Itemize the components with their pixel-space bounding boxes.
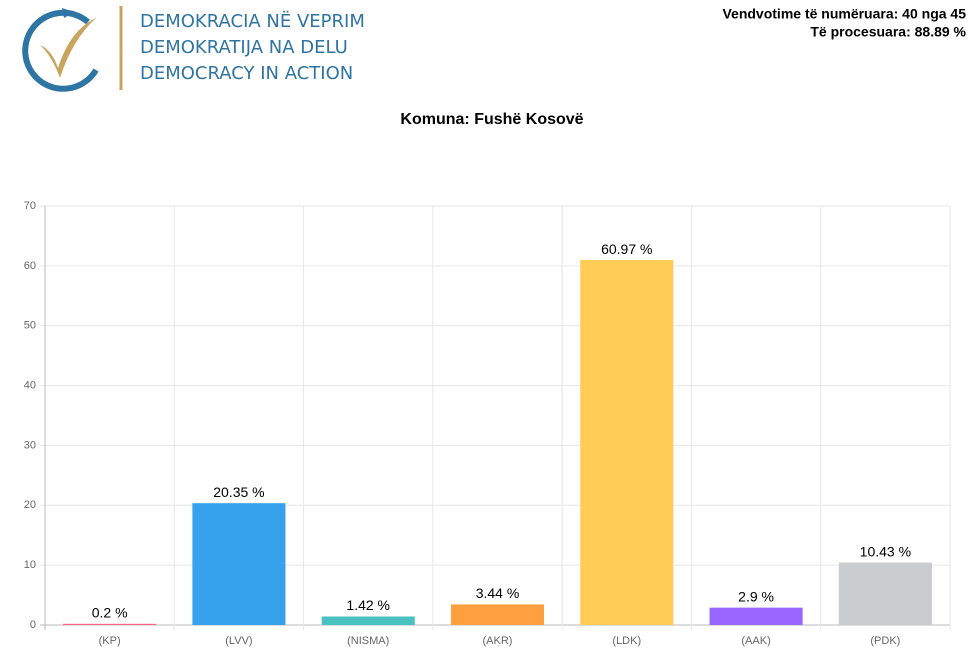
bar <box>63 623 157 625</box>
value-label: 2.9 % <box>738 588 774 604</box>
logo-ring <box>22 9 99 92</box>
x-tick-label: (PDK) <box>870 635 900 647</box>
y-tick-label: 0 <box>30 619 36 631</box>
x-tick-label: (LDK) <box>612 635 641 647</box>
y-tick-label: 10 <box>24 559 36 571</box>
value-label: 1.42 % <box>346 597 390 613</box>
bar <box>580 260 674 625</box>
value-label: 10.43 % <box>860 543 911 559</box>
logo-line: DEMOKRACIA NË VEPRIM <box>140 11 365 32</box>
value-label: 20.35 % <box>213 484 264 500</box>
bar <box>709 607 803 625</box>
x-tick-label: (AAK) <box>741 635 770 647</box>
x-tick-label: (KP) <box>99 635 121 647</box>
chart-title: Komuna: Fushë Kosovë <box>400 111 583 128</box>
bar <box>838 562 932 625</box>
logo-line: DEMOKRATIJA NA DELU <box>140 37 348 58</box>
x-tick-label: (LVV) <box>225 635 252 647</box>
logo-check <box>40 18 96 78</box>
stat-processed: Të procesuara: 88.89 % <box>810 24 966 40</box>
y-tick-label: 60 <box>24 260 36 272</box>
bar <box>192 503 286 625</box>
value-label: 60.97 % <box>601 241 652 257</box>
y-tick-label: 20 <box>24 499 36 511</box>
y-tick-label: 30 <box>24 439 36 451</box>
logo-line: DEMOCRACY IN ACTION <box>140 63 353 84</box>
bar <box>450 604 545 625</box>
logo-arrow <box>62 8 74 18</box>
value-label: 3.44 % <box>476 585 520 601</box>
bar <box>321 616 415 625</box>
logo: DEMOKRACIA NË VEPRIM DEMOKRATIJA NA DELU… <box>22 6 365 92</box>
y-tick-label: 70 <box>24 200 36 212</box>
value-label: 0.2 % <box>92 605 128 621</box>
y-tick-label: 50 <box>24 320 36 332</box>
x-tick-label: (NISMA) <box>347 635 389 647</box>
y-tick-label: 40 <box>24 379 36 391</box>
stat-counted: Vendvotime të numëruara: 40 nga 45 <box>722 6 966 22</box>
x-tick-label: (AKR) <box>483 635 513 647</box>
